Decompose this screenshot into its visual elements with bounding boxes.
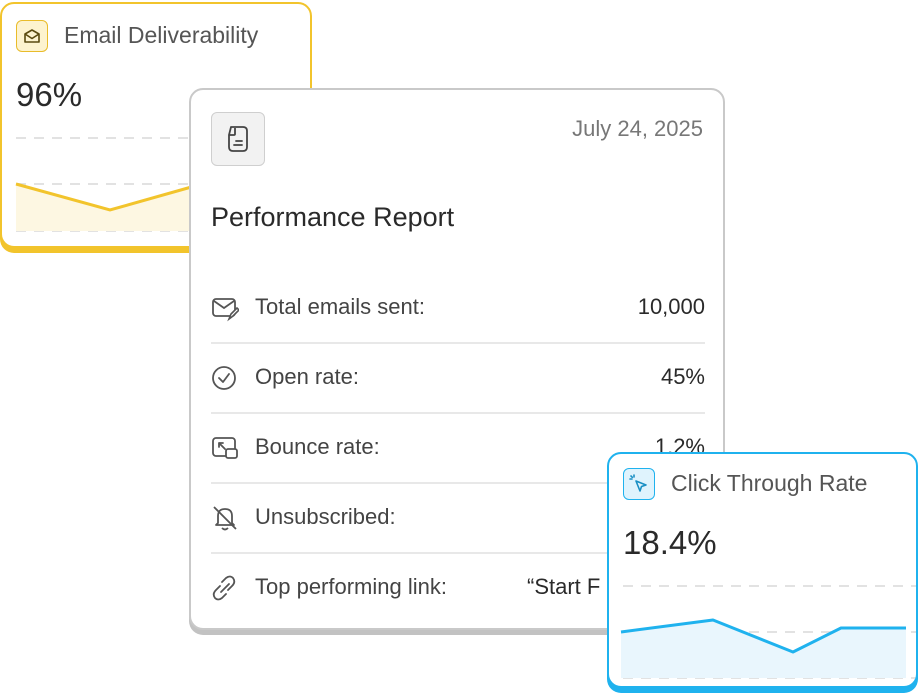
row-label: Total emails sent: xyxy=(255,294,425,319)
row-label: Top performing link: xyxy=(255,574,447,599)
report-row-unsubscribed: Unsubscribed: xyxy=(211,482,705,554)
report-row-open-rate: Open rate: 45% xyxy=(211,342,705,414)
envelope-open-icon xyxy=(16,20,48,52)
link-icon xyxy=(211,574,239,602)
row-label: Bounce rate: xyxy=(255,434,380,459)
row-value: “Start F xyxy=(527,574,601,599)
row-value: 45% xyxy=(660,364,705,389)
mail-edit-icon xyxy=(211,294,241,322)
check-circle-icon xyxy=(211,364,239,392)
ctr-value: 18.4% xyxy=(623,524,717,561)
click-through-rate-card: Click Through Rate 18.4% xyxy=(607,452,918,688)
ctr-title: Click Through Rate xyxy=(671,470,868,496)
row-label: Unsubscribed: xyxy=(255,504,396,529)
deliverability-sparkline xyxy=(15,137,310,232)
row-label: Open rate: xyxy=(255,364,359,389)
bounce-icon xyxy=(211,434,239,462)
row-value: 10,000 xyxy=(637,294,705,319)
report-row-total-sent: Total emails sent: 10,000 xyxy=(211,272,705,344)
deliverability-title: Email Deliverability xyxy=(64,22,259,48)
report-date: July 24, 2025 xyxy=(572,116,703,141)
ctr-sparkline xyxy=(620,585,916,679)
bell-off-icon xyxy=(211,504,239,532)
report-title: Performance Report xyxy=(211,202,455,232)
report-row-top-link: Top performing link: “Start F xyxy=(211,552,705,622)
document-icon xyxy=(211,112,265,166)
cursor-click-icon xyxy=(623,468,655,500)
performance-report-card: July 24, 2025 Performance Report Total e… xyxy=(189,88,725,630)
deliverability-value: 96% xyxy=(16,76,83,113)
